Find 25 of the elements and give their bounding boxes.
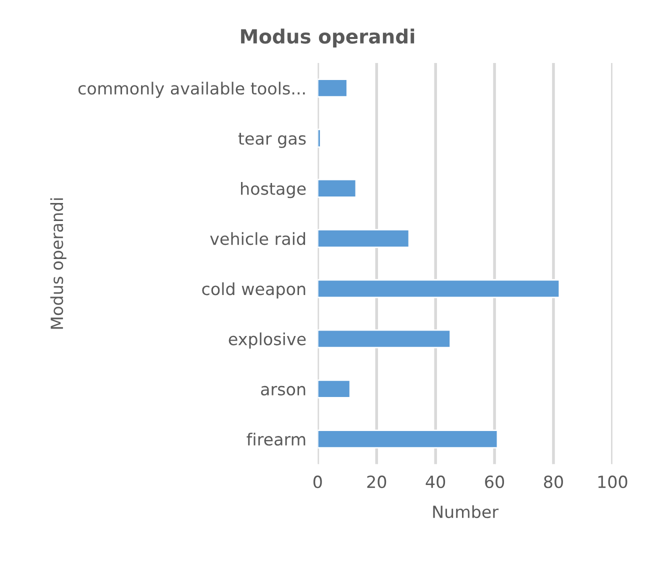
bar xyxy=(318,329,452,348)
x-tick-label: 20 xyxy=(367,476,386,488)
x-axis-title: Number xyxy=(433,505,499,518)
y-tick-label: vehicle raid xyxy=(210,232,306,246)
bar xyxy=(318,279,560,298)
bar xyxy=(318,379,351,398)
bar xyxy=(318,229,410,248)
bar xyxy=(318,78,348,98)
y-tick-label: firearm xyxy=(246,432,306,446)
x-tick-label: 80 xyxy=(544,476,563,488)
chart-title: Modus operandi xyxy=(241,28,414,48)
x-tick-label: 100 xyxy=(598,476,628,488)
bar xyxy=(318,128,322,148)
x-tick-label: 40 xyxy=(426,476,446,488)
y-tick-label: hostage xyxy=(241,182,306,198)
x-tick-label: 0 xyxy=(313,476,322,488)
y-tick-label: commonly available tools... xyxy=(78,82,305,98)
y-axis-title: Modus operandi xyxy=(50,198,66,329)
bar xyxy=(318,430,498,449)
y-tick-label: explosive xyxy=(228,332,306,349)
y-tick-label: cold weapon xyxy=(202,282,306,298)
bar xyxy=(318,178,357,198)
y-tick-label: arson xyxy=(261,386,306,396)
y-tick-label: tear gas xyxy=(238,132,306,148)
x-tick-label: 60 xyxy=(485,476,504,488)
